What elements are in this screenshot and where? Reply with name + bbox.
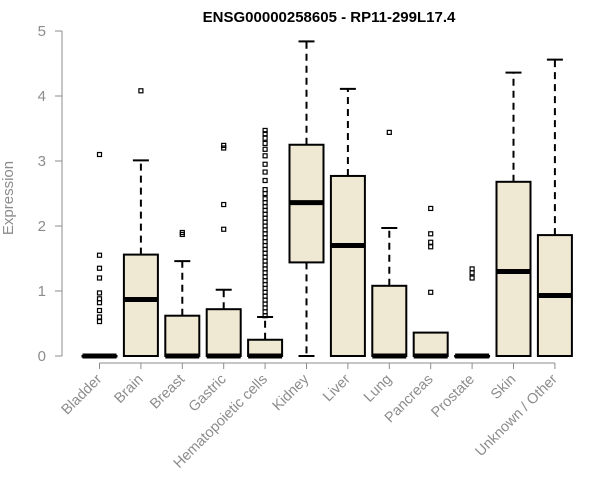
box-gastric bbox=[205, 142, 242, 359]
outlier-point bbox=[96, 265, 103, 271]
y-tick-label: 0 bbox=[38, 348, 46, 365]
outlier-point bbox=[428, 231, 434, 237]
box-body bbox=[164, 314, 201, 358]
y-tick-label: 3 bbox=[38, 153, 46, 170]
outlier-point bbox=[262, 146, 268, 152]
outlier-point bbox=[96, 252, 103, 258]
outlier-point bbox=[221, 226, 227, 232]
box-body bbox=[205, 308, 242, 358]
x-tick-label-kidney: Kidney bbox=[270, 371, 313, 414]
outlier-point bbox=[262, 140, 268, 147]
outlier-point bbox=[221, 142, 227, 148]
outlier-point bbox=[96, 275, 103, 281]
outlier-point bbox=[221, 201, 227, 208]
y-axis: 0 1 2 3 4 5 bbox=[38, 23, 63, 365]
outlier-point bbox=[428, 239, 434, 245]
y-tick-label: 5 bbox=[38, 23, 46, 40]
outlier-point bbox=[96, 290, 103, 296]
outlier-point bbox=[428, 289, 434, 295]
box-pancreas bbox=[412, 205, 449, 359]
box-liver bbox=[329, 87, 366, 357]
chart-title: ENSG00000258605 - RP11-299L17.4 bbox=[203, 9, 456, 26]
box-kidney bbox=[288, 40, 325, 357]
box-body bbox=[495, 180, 532, 357]
box-breast bbox=[164, 229, 201, 359]
outlier-point bbox=[96, 314, 103, 320]
box-lung bbox=[371, 129, 408, 359]
y-axis-label: Expression bbox=[0, 161, 17, 235]
outlier-point bbox=[262, 161, 268, 167]
outlier-point bbox=[262, 169, 268, 175]
box-hematopoietic-cells bbox=[247, 127, 284, 359]
x-tick-label-bladder: Bladder bbox=[59, 371, 106, 418]
y-tick-label: 1 bbox=[38, 283, 46, 300]
y-tick-label: 2 bbox=[38, 218, 46, 235]
boxes-group bbox=[81, 40, 573, 359]
x-tick-label-breast: Breast bbox=[147, 372, 188, 413]
box-body bbox=[329, 174, 366, 357]
x-tick-label-prostate: Prostate bbox=[428, 372, 477, 421]
outlier-point bbox=[138, 88, 144, 94]
outlier-point bbox=[179, 231, 185, 238]
outlier-point bbox=[262, 153, 268, 159]
outlier-point bbox=[262, 177, 268, 184]
outlier-point bbox=[262, 127, 268, 134]
box-bladder bbox=[81, 151, 118, 359]
y-tick-label: 4 bbox=[38, 88, 46, 105]
box-body bbox=[412, 331, 449, 358]
x-tick-label-skin: Skin bbox=[488, 372, 519, 403]
box-body bbox=[371, 284, 408, 357]
box-prostate bbox=[454, 266, 491, 359]
x-tick-label-brain: Brain bbox=[111, 372, 146, 407]
x-tick-label-lung: Lung bbox=[361, 372, 395, 406]
outlier-point bbox=[262, 135, 268, 141]
box-unknown-other bbox=[536, 58, 573, 358]
outlier-point bbox=[386, 129, 392, 135]
outlier-point bbox=[96, 307, 103, 314]
box-body bbox=[122, 253, 159, 358]
outlier-point bbox=[96, 300, 103, 306]
box-brain bbox=[122, 88, 159, 358]
x-tick-label-liver: Liver bbox=[320, 371, 354, 405]
outlier-point bbox=[221, 145, 227, 151]
outlier-point bbox=[262, 196, 268, 202]
outlier-point bbox=[262, 187, 268, 193]
outlier-point bbox=[469, 275, 475, 281]
outlier-point bbox=[96, 151, 103, 158]
outlier-point bbox=[428, 205, 434, 212]
outlier-point bbox=[262, 131, 268, 137]
outlier-point bbox=[428, 244, 434, 250]
outlier-point bbox=[469, 270, 475, 276]
box-skin bbox=[495, 71, 532, 357]
outlier-point bbox=[96, 318, 103, 325]
